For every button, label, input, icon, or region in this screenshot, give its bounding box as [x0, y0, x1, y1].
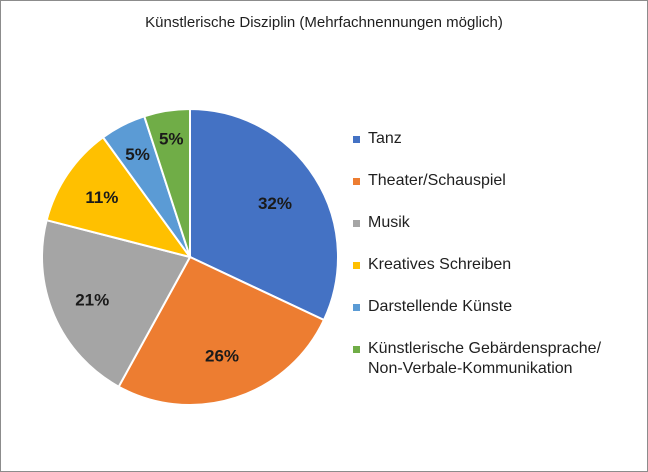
legend-swatch — [353, 220, 360, 227]
legend-item: Darstellende Künste — [353, 297, 643, 339]
chart-title: Künstlerische Disziplin (Mehrfachnennung… — [145, 14, 503, 31]
legend-swatch — [353, 136, 360, 143]
legend-item: Musik — [353, 213, 643, 255]
legend-label: Künstlerische Gebärdensprache/ Non-Verba… — [368, 340, 602, 377]
legend: Tanz Theater/Schauspiel Musik Kreatives Sch… — [353, 129, 643, 381]
data-label: 11% — [85, 188, 118, 207]
legend-swatch — [353, 346, 360, 353]
legend-swatch — [353, 262, 360, 269]
legend-label: Darstellende Künste — [368, 298, 513, 315]
legend-item: Künstlerische Gebärdensprache/ Non-Verba… — [353, 339, 643, 381]
pie-slice — [189, 107, 339, 322]
legend-label: Musik — [368, 214, 410, 231]
data-label: 32% — [258, 194, 292, 213]
data-label: 5% — [159, 130, 184, 149]
legend-item: Tanz — [353, 129, 643, 171]
legend-item: Theater/Schauspiel — [353, 171, 643, 213]
pie-slice — [143, 107, 191, 258]
data-label: 5% — [125, 145, 150, 164]
legend-swatch — [353, 304, 360, 311]
legend-label: Theater/Schauspiel — [368, 172, 506, 189]
data-label: 21% — [75, 290, 109, 309]
pie-slice — [45, 135, 193, 259]
legend-label: Tanz — [368, 130, 402, 147]
pie-slice — [41, 218, 192, 389]
legend-item: Kreatives Schreiben — [353, 255, 643, 297]
legend-label: Kreatives Schreiben — [368, 256, 512, 273]
data-label: 26% — [205, 347, 239, 366]
legend-swatch — [353, 178, 360, 185]
